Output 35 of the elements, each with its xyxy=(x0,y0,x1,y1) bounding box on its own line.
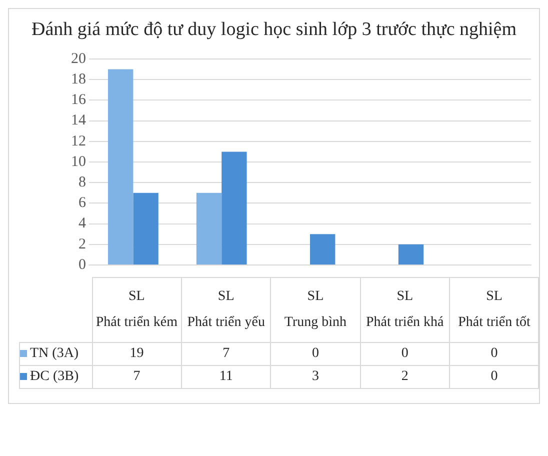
y-tick-label: 18 xyxy=(71,72,86,88)
x-tick-label: SL Phát triển khá xyxy=(364,288,445,332)
y-tick-label: 12 xyxy=(71,133,86,150)
data-label: 19 xyxy=(92,342,182,366)
legend-label: ĐC (3B) xyxy=(30,369,79,384)
y-tick-label: 16 xyxy=(71,92,86,108)
y-tick-label: 2 xyxy=(78,236,86,252)
chart-title: Đánh giá mức độ tư duy logic học sinh lớp 3 trước thực nghiệm xyxy=(30,19,518,41)
y-tick-label: 20 xyxy=(71,50,86,67)
y-tick-label: 14 xyxy=(71,112,86,129)
bar xyxy=(222,152,247,264)
data-label: 2 xyxy=(360,366,450,388)
x-tick-label: SL Phát triển tốt xyxy=(457,288,532,332)
y-tick-label: 6 xyxy=(78,195,86,212)
bar xyxy=(133,192,158,264)
data-label: 11 xyxy=(181,366,271,388)
legend-label: TN (3A) xyxy=(30,346,79,361)
x-tick-label: SL Phát triển yếu xyxy=(186,288,266,332)
y-tick-label: 0 xyxy=(78,256,86,273)
x-tick-label: SL Phát triển kém xyxy=(94,288,179,332)
bar xyxy=(108,69,134,264)
y-tick-label: 8 xyxy=(78,174,86,191)
y-tick-label: 10 xyxy=(71,154,86,170)
data-label: 0 xyxy=(450,342,539,366)
y-tick-label: 4 xyxy=(78,216,86,232)
data-label: 7 xyxy=(181,342,271,366)
x-tick-label: SL Trung bình xyxy=(283,288,348,332)
bar xyxy=(196,192,222,264)
data-label: 7 xyxy=(92,366,182,388)
data-label: 0 xyxy=(450,366,539,388)
bar xyxy=(398,244,424,264)
data-label: 0 xyxy=(360,342,450,366)
bar xyxy=(310,234,336,264)
data-label: 3 xyxy=(270,366,360,388)
data-label: 0 xyxy=(270,342,360,366)
